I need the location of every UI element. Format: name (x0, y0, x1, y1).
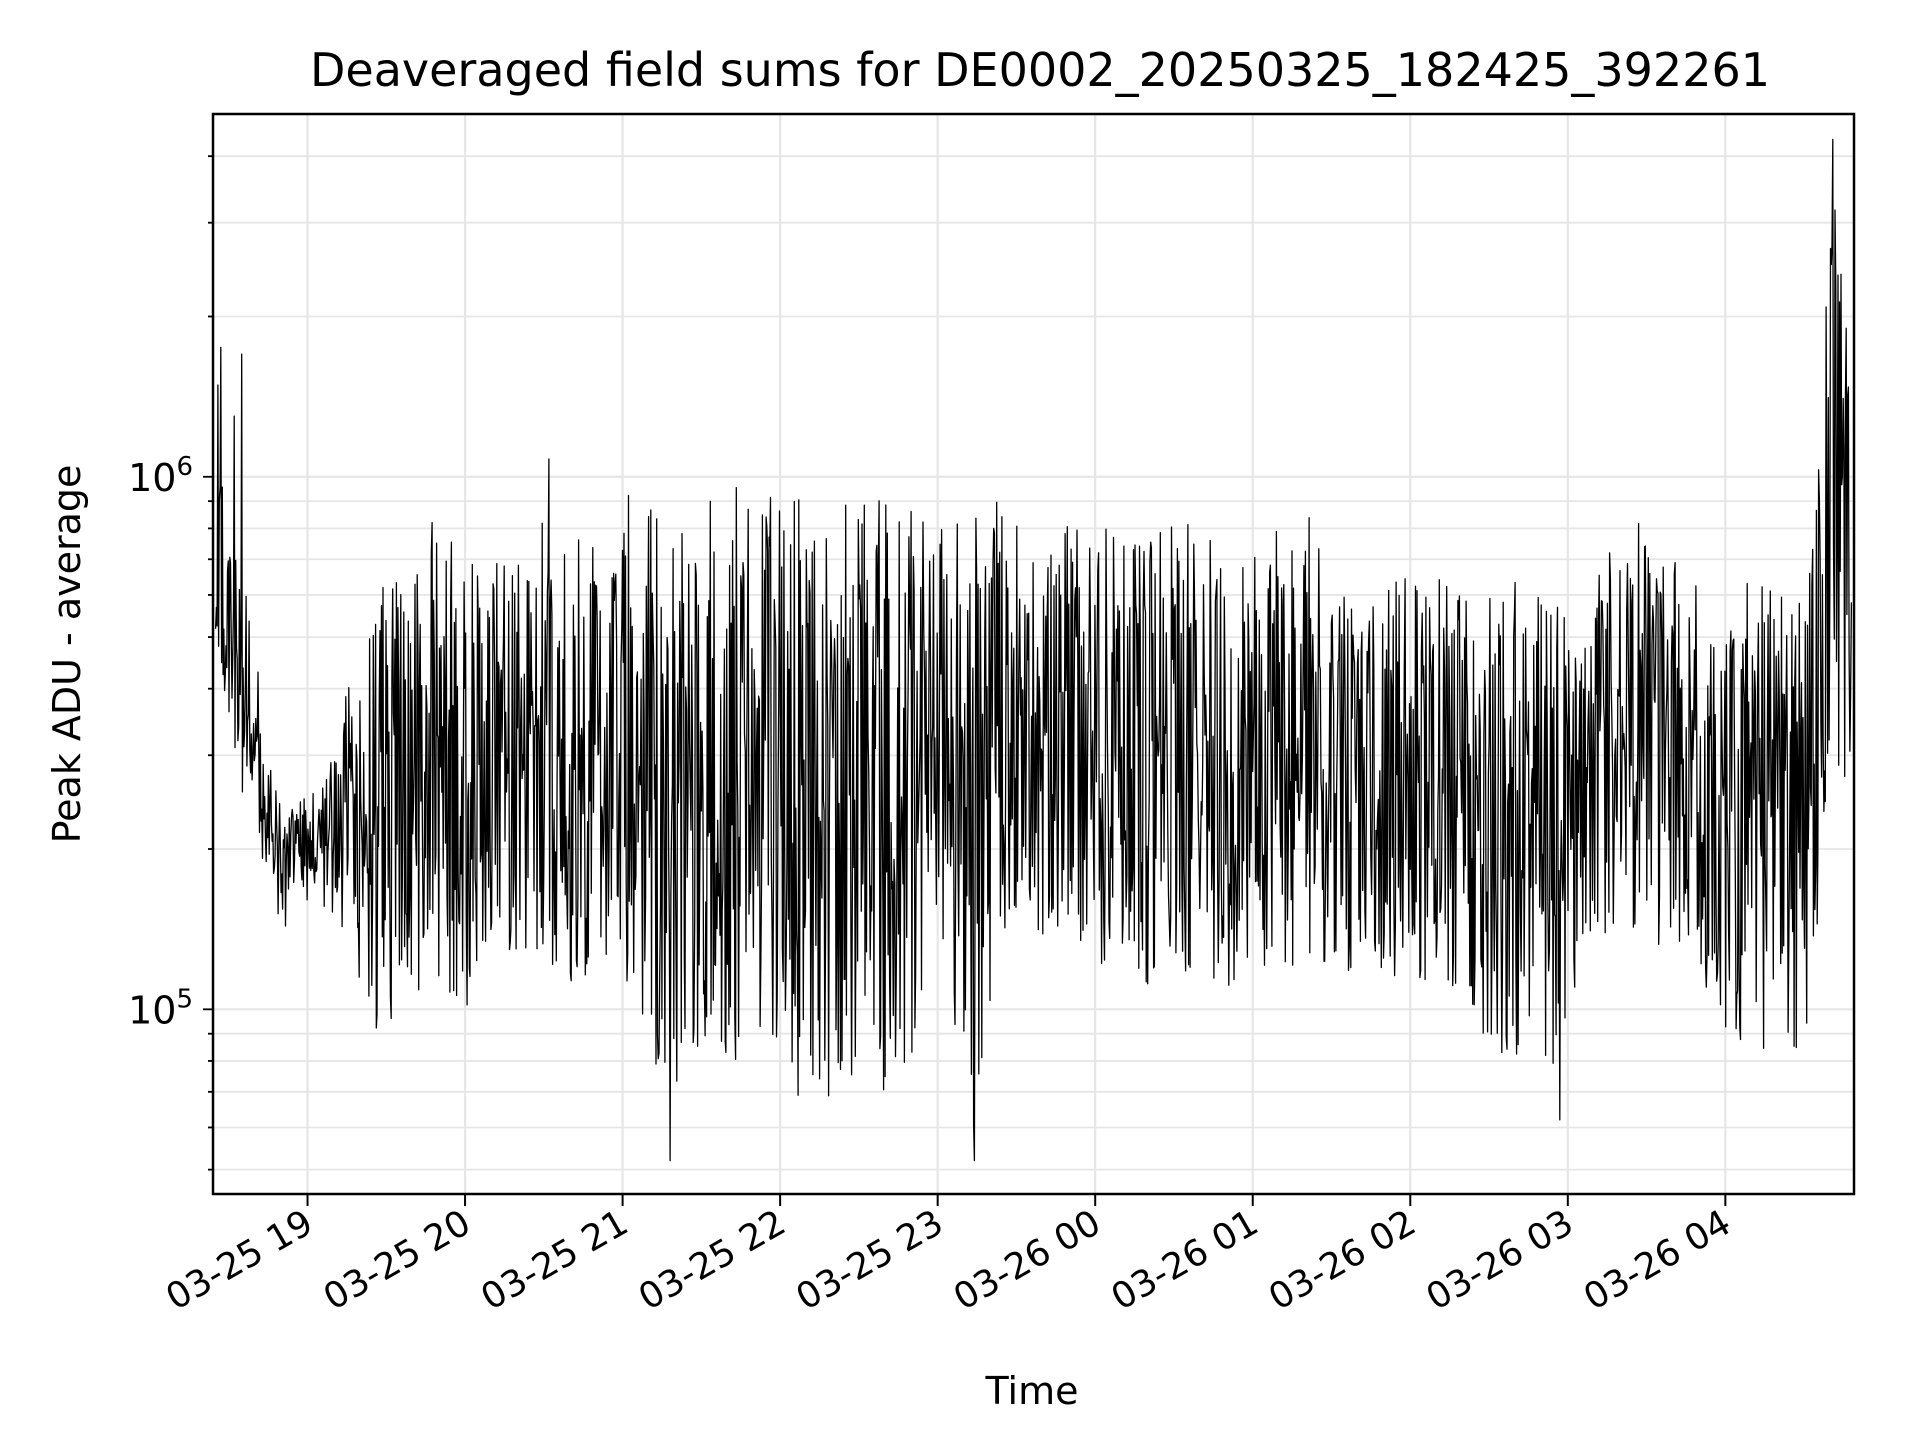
chart-title: Deaveraged field sums for DE0002_2025032… (310, 43, 1770, 97)
y-tick-label: 105 (128, 984, 193, 1032)
y-axis-label: Peak ADU - average (45, 465, 89, 844)
y-tick-label: 106 (128, 452, 193, 500)
series-line (214, 138, 1853, 1162)
y-axis-ticks: 105 106 (128, 155, 213, 1171)
x-axis-label: Time (985, 1369, 1079, 1413)
axes-frame (211, 112, 1856, 1196)
plot-area (214, 138, 1853, 1162)
